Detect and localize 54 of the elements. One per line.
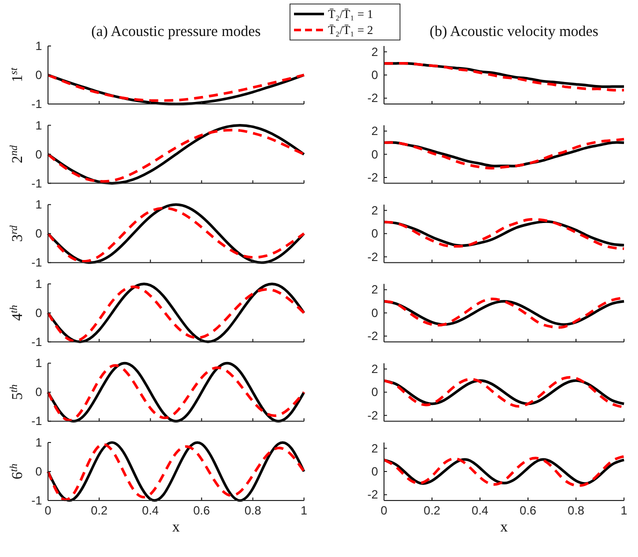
y-tick-label: 0 xyxy=(371,68,378,82)
y-tick-label: 2 xyxy=(371,282,378,297)
y-tick-label: 0 xyxy=(371,306,378,320)
y-tick-label: -2 xyxy=(367,488,378,502)
y-tick-label: 1 xyxy=(35,198,42,212)
y-tick-label: -2 xyxy=(367,329,378,344)
x-tick-label: 0.6 xyxy=(193,504,210,518)
y-tick-label: 1 xyxy=(35,39,42,53)
y-tick-label: 0 xyxy=(371,226,378,241)
x-tick-label: 0.2 xyxy=(424,504,441,518)
y-tick-label: 2 xyxy=(371,362,378,376)
y-tick-label: -2 xyxy=(367,250,378,264)
y-tick-label: 1 xyxy=(35,276,42,291)
y-tick-label: -1 xyxy=(31,97,42,111)
y-tick-label: 2 xyxy=(371,124,378,138)
chart-title: (a) Acoustic pressure modes xyxy=(91,24,261,40)
x-tick-label: 0.8 xyxy=(244,504,262,518)
y-tick-label: -1 xyxy=(31,256,42,270)
y-tick-label: 0 xyxy=(35,147,42,162)
y-tick-label: 0 xyxy=(35,226,42,241)
x-axis-title: x xyxy=(500,520,508,536)
x-tick-label: 0.4 xyxy=(472,504,489,518)
y-tick-label: -2 xyxy=(367,408,378,422)
y-tick-label: 0 xyxy=(371,464,378,478)
y-tick-label: -1 xyxy=(31,334,42,349)
y-tick-label: -1 xyxy=(31,176,42,190)
y-tick-label: 0 xyxy=(35,306,42,320)
x-tick-label: 1 xyxy=(300,504,308,518)
y-tick-label: 1 xyxy=(35,356,42,370)
y-tick-label: -1 xyxy=(31,494,42,508)
y-tick-label: 2 xyxy=(371,44,378,59)
y-tick-label: -2 xyxy=(367,91,378,106)
y-tick-label: 2 xyxy=(371,203,378,218)
y-tick-label: 1 xyxy=(35,118,42,132)
y-tick-label: 0 xyxy=(35,385,42,400)
x-tick-label: 0 xyxy=(44,504,52,518)
x-tick-label: 0 xyxy=(380,504,388,518)
y-tick-label: 2 xyxy=(371,441,378,456)
y-tick-label: 0 xyxy=(371,147,378,162)
y-tick-label: -1 xyxy=(31,414,42,428)
x-tick-label: 0.4 xyxy=(142,504,160,518)
x-tick-label: 0.2 xyxy=(90,504,108,518)
legend-label: T̄₂/T̄₁ = 2 xyxy=(328,23,374,37)
y-tick-label: 1 xyxy=(35,436,42,450)
x-tick-label: 0.8 xyxy=(568,504,585,518)
x-axis-title: x xyxy=(172,520,180,536)
y-tick-label: 0 xyxy=(35,464,42,478)
chart-title: (b) Acoustic velocity modes xyxy=(430,24,599,40)
legend-label: T̄₂/T̄₁ = 1 xyxy=(328,7,374,21)
x-tick-label: 0.6 xyxy=(520,504,537,518)
y-tick-label: 0 xyxy=(371,385,378,400)
y-tick-label: 0 xyxy=(35,68,42,82)
y-tick-label: -2 xyxy=(367,170,378,184)
x-tick-label: 1 xyxy=(620,504,628,518)
